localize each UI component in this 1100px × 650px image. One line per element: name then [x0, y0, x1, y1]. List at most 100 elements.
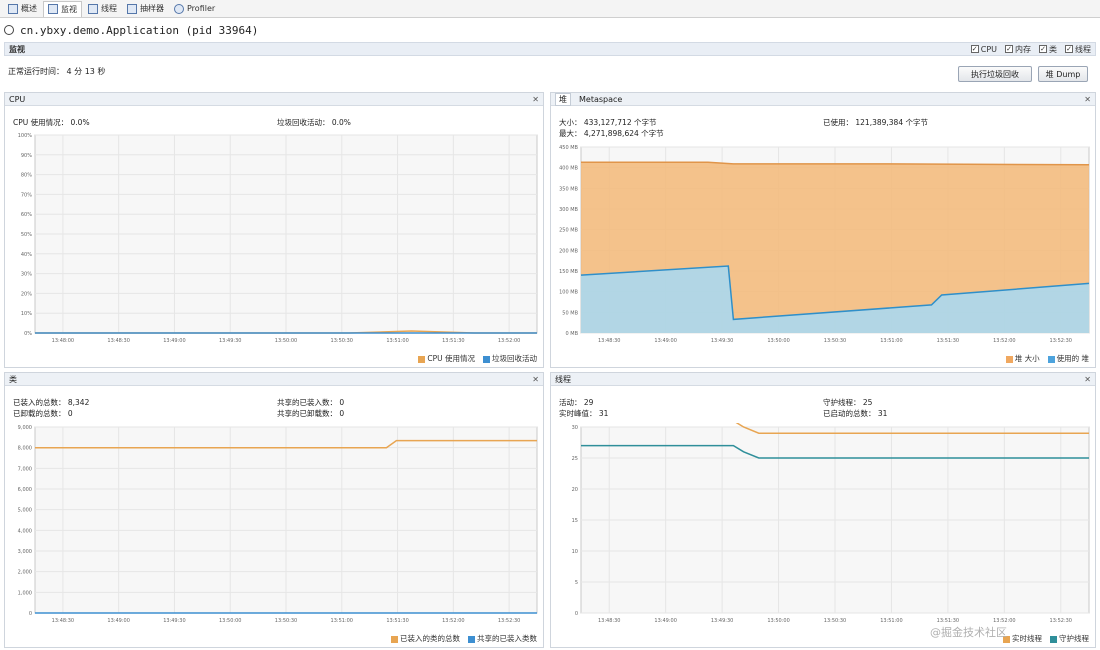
tool-tab-bar: 概述 监视 线程 抽样器 Profiler: [0, 0, 1100, 18]
close-icon[interactable]: ✕: [1084, 94, 1091, 104]
x-tick-label: 13:49:00: [163, 338, 185, 344]
y-tick-label: 450 MB: [559, 145, 578, 151]
x-tick-label: 13:50:30: [331, 338, 353, 344]
heap-chart: 0 MB 50 MB 100 MB 150 MB 200 MB 250 MB 300 MB 3…: [559, 145, 1090, 344]
shared-unloaded-stat: 共享的已卸载数： 0: [277, 409, 345, 418]
x-tick-label: 13:52:00: [442, 618, 464, 624]
close-icon[interactable]: ✕: [532, 94, 539, 104]
y-tick-label: 5,000: [18, 508, 32, 514]
tab-heap[interactable]: 堆: [555, 92, 571, 106]
legend-label: 实时线程: [1012, 634, 1042, 643]
close-icon[interactable]: ✕: [1084, 374, 1091, 384]
x-tick-label: 13:51:30: [937, 618, 959, 624]
y-tick-label: 0: [29, 611, 32, 617]
toggle-memory[interactable]: ✓ 内存: [1005, 44, 1031, 55]
x-tick-label: 13:48:30: [598, 338, 620, 344]
tab-label: 监视: [61, 4, 77, 14]
tab-label: 抽样器: [140, 4, 164, 13]
x-tick-label: 13:51:00: [880, 618, 902, 624]
checkbox-checked-icon[interactable]: ✓: [1065, 45, 1073, 53]
y-tick-label: 20%: [21, 291, 32, 297]
x-tick-label: 13:52:30: [1050, 338, 1072, 344]
legend-item: 堆 大小: [1005, 353, 1040, 364]
series-line: [735, 423, 1089, 434]
legend-item: 共享的已装入类数: [468, 633, 537, 644]
y-tick-label: 5: [575, 580, 578, 586]
y-tick-label: 70%: [21, 192, 32, 198]
y-tick-label: 50 MB: [562, 310, 578, 316]
y-tick-label: 15: [572, 518, 578, 524]
checkbox-checked-icon[interactable]: ✓: [1039, 45, 1047, 53]
tab-label: 概述: [21, 4, 37, 13]
classes-loaded-stat: 已装入的总数： 8,342: [13, 398, 90, 407]
monitor-section-header: 监视 ✓ CPU ✓ 内存 ✓ 类 ✓ 线程: [4, 42, 1096, 56]
y-tick-label: 400 MB: [559, 166, 578, 172]
classes-unloaded-stat: 已卸载的总数： 0: [13, 409, 73, 418]
x-tick-label: 13:51:00: [331, 618, 353, 624]
tab-profiler[interactable]: Profiler: [170, 1, 219, 17]
threads-legend: 实时线程 守护线程: [1003, 633, 1089, 644]
tab-overview[interactable]: 概述: [4, 1, 41, 17]
x-tick-label: 13:51:30: [937, 338, 959, 344]
cpu-legend: CPU 使用情况 垃圾回收活动: [418, 353, 537, 364]
checkbox-checked-icon[interactable]: ✓: [1005, 45, 1013, 53]
x-tick-label: 13:52:00: [993, 618, 1015, 624]
classes-panel-header: 类 ✕: [5, 373, 543, 386]
tab-threads[interactable]: 线程: [84, 1, 121, 17]
monitor-label: 监视: [9, 44, 25, 54]
heap-dump-button[interactable]: 堆 Dump: [1038, 66, 1088, 82]
legend-swatch-icon: [468, 635, 475, 643]
y-tick-label: 3,000: [18, 549, 32, 555]
monitor-icon: [48, 4, 58, 14]
close-icon[interactable]: ✕: [532, 374, 539, 384]
threads-panel: 线程 ✕ 活动： 29 实时峰值： 31 守护线程： 25 已启动的总数： 31…: [550, 372, 1096, 648]
x-tick-label: 13:48:30: [107, 338, 129, 344]
toggle-threads[interactable]: ✓ 线程: [1065, 44, 1091, 55]
toggle-cpu[interactable]: ✓ CPU: [970, 44, 997, 55]
y-tick-label: 60%: [21, 212, 32, 218]
toggle-label: 线程: [1075, 44, 1091, 54]
legend-swatch-icon: [483, 355, 490, 363]
cpu-panel: CPU ✕ CPU 使用情况： 0.0% 垃圾回收活动： 0.0% 0% 10% 2…: [4, 92, 544, 368]
x-tick-label: 13:50:30: [275, 618, 297, 624]
y-tick-label: 30%: [21, 272, 32, 278]
threads-chart: 0 5 10 15 20 25 30 13:48:30 13:49:00 13:49:30 13:5…: [572, 423, 1090, 624]
threads-panel-header: 线程 ✕: [551, 373, 1095, 386]
legend-item: CPU 使用情况: [418, 353, 475, 364]
y-tick-label: 40%: [21, 252, 32, 258]
perform-gc-button[interactable]: 执行垃圾回收: [958, 66, 1032, 82]
gc-activity-stat: 垃圾回收活动： 0.0%: [277, 118, 351, 127]
application-title: cn.ybxy.demo.Application (pid 33964): [4, 22, 258, 38]
legend-swatch-icon: [1047, 355, 1055, 363]
tab-metaspace[interactable]: Metaspace: [579, 94, 623, 104]
y-tick-label: 200 MB: [559, 248, 578, 254]
heap-panel: 堆 Metaspace ✕ 大小： 433,127,712 个字节 最大： 4,…: [550, 92, 1096, 368]
legend-swatch-icon: [1003, 635, 1010, 643]
y-tick-label: 10: [572, 549, 578, 555]
tab-monitor[interactable]: 监视: [43, 0, 82, 17]
x-tick-label: 13:50:30: [824, 338, 846, 344]
toggle-label: 类: [1049, 44, 1057, 54]
tab-label: 线程: [101, 4, 117, 13]
x-tick-label: 13:48:30: [598, 618, 620, 624]
watermark: @掘金技术社区: [930, 626, 1007, 639]
toggle-classes[interactable]: ✓ 类: [1039, 44, 1057, 55]
x-tick-label: 13:49:30: [163, 618, 185, 624]
overview-icon: [8, 3, 18, 14]
y-tick-label: 30: [572, 425, 578, 431]
checkbox-checked-icon[interactable]: ✓: [970, 45, 979, 53]
classes-legend: 已装入的类的总数 共享的已装入类数: [391, 633, 537, 644]
application-name: cn.ybxy.demo.Application (pid 33964): [20, 23, 259, 37]
x-tick-label: 13:51:00: [386, 338, 408, 344]
x-tick-label: 13:49:30: [711, 618, 733, 624]
cpu-panel-header: CPU ✕: [5, 93, 543, 106]
heap-max-stat: 最大： 4,271,898,624 个字节: [559, 129, 664, 138]
x-tick-label: 13:52:30: [1050, 618, 1072, 624]
legend-item: 已装入的类的总数: [391, 633, 460, 644]
x-tick-label: 13:49:30: [711, 338, 733, 344]
threads-peak-stat: 实时峰值： 31: [559, 409, 609, 418]
y-tick-label: 4,000: [18, 528, 32, 534]
x-tick-label: 13:52:30: [498, 618, 520, 624]
tab-sampler[interactable]: 抽样器: [123, 1, 168, 17]
y-tick-label: 6,000: [18, 487, 32, 493]
